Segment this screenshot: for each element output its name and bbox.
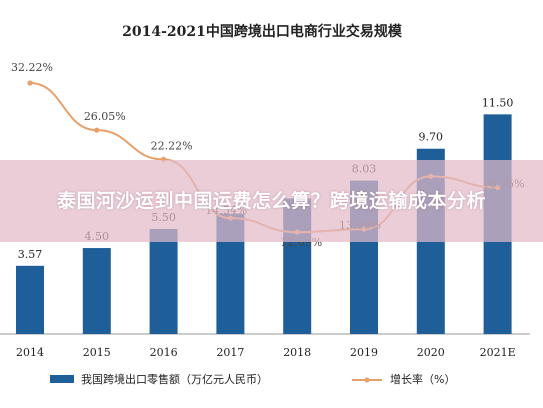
legend-bar-swatch bbox=[50, 375, 74, 383]
bar-value-label-2020: 9.70 bbox=[419, 131, 444, 144]
bar-2014 bbox=[16, 265, 44, 334]
growth-point-2015 bbox=[94, 127, 100, 133]
x-tick-2019: 2019 bbox=[350, 346, 378, 359]
bar-2015 bbox=[82, 248, 111, 334]
x-tick-2017: 2017 bbox=[216, 346, 244, 359]
x-tick-2014: 2014 bbox=[16, 346, 44, 359]
article-title[interactable]: 泰国河沙运到中国运费怎么算？跨境运输成本分析 bbox=[56, 189, 486, 212]
growth-label-2016: 22.22% bbox=[151, 139, 193, 152]
growth-point-2014 bbox=[27, 80, 33, 86]
growth-label-2015: 26.05% bbox=[84, 110, 126, 123]
legend-line-marker bbox=[364, 377, 370, 383]
x-tick-2015: 2015 bbox=[83, 346, 111, 359]
bar-2016 bbox=[149, 228, 178, 334]
x-tick-2018: 2018 bbox=[283, 346, 311, 359]
bar-value-label-2021E: 11.50 bbox=[482, 96, 514, 109]
x-tick-2020: 2020 bbox=[417, 346, 445, 359]
legend: 我国跨境出口零售额（万亿元人民币） 增长率（%） bbox=[50, 372, 455, 386]
legend-bar-label: 我国跨境出口零售额（万亿元人民币） bbox=[81, 372, 268, 386]
x-tick-2016: 2016 bbox=[150, 346, 178, 359]
x-tick-2021E: 2021E bbox=[480, 346, 516, 359]
growth-label-2014: 32.22% bbox=[11, 61, 53, 74]
bar-value-label-2014: 3.57 bbox=[18, 248, 43, 261]
chart-title: 2014-2021中国跨境出口电商行业交易规模 bbox=[122, 23, 403, 40]
legend-line-label: 增长率（%） bbox=[390, 372, 455, 386]
article-title-banner: 泰国河沙运到中国运费怎么算？跨境运输成本分析 bbox=[0, 160, 543, 242]
